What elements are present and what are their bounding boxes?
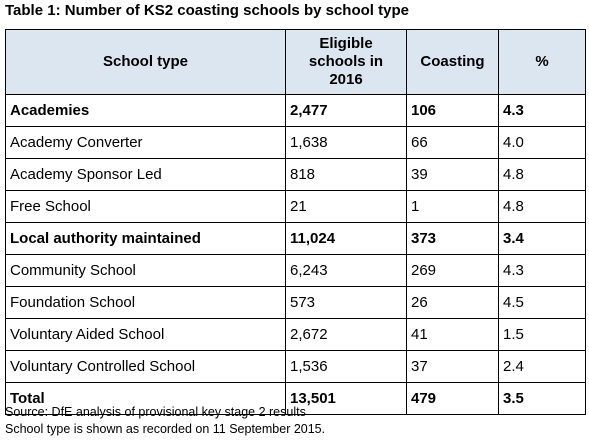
header-eligible-line1: Eligible — [319, 35, 373, 52]
row-coasting: 41 — [406, 318, 499, 351]
row-eligible: 6,243 — [285, 254, 407, 287]
table-row-academy-sponsor-led: Academy Sponsor Led 818 39 4.8 — [5, 158, 586, 191]
table-row-academy-converter: Academy Converter 1,638 66 4.0 — [5, 126, 586, 159]
table-row-foundation-school: Foundation School 573 26 4.5 — [5, 286, 586, 319]
row-label: Voluntary Controlled School — [5, 350, 286, 383]
row-coasting: 373 — [406, 222, 499, 255]
table-row-voluntary-aided-school: Voluntary Aided School 2,672 41 1.5 — [5, 318, 586, 351]
table-caption: Table 1: Number of KS2 coasting schools … — [5, 2, 409, 19]
table-row-community-school: Community School 6,243 269 4.3 — [5, 254, 586, 287]
row-label: Academies — [5, 94, 286, 127]
row-coasting: 39 — [406, 158, 499, 191]
table-header-row: School type Eligible schools in 2016 Coa… — [5, 29, 586, 95]
source-note: Source: DfE analysis of provisional key … — [5, 405, 306, 419]
header-eligible-line3: 2016 — [329, 71, 363, 88]
header-eligible-line2: schools in — [308, 53, 384, 70]
row-coasting: 66 — [406, 126, 499, 159]
header-percent: % — [498, 29, 586, 95]
row-percent: 4.3 — [498, 94, 586, 127]
row-percent: 1.5 — [498, 318, 586, 351]
row-percent: 4.8 — [498, 158, 586, 191]
coasting-schools-table: School type Eligible schools in 2016 Coa… — [5, 29, 586, 415]
row-coasting: 479 — [406, 382, 499, 415]
row-coasting: 269 — [406, 254, 499, 287]
row-eligible: 2,672 — [285, 318, 407, 351]
table-row-voluntary-controlled-school: Voluntary Controlled School 1,536 37 2.4 — [5, 350, 586, 383]
row-percent: 2.4 — [498, 350, 586, 383]
row-label: Free School — [5, 190, 286, 223]
row-coasting: 37 — [406, 350, 499, 383]
row-label: Local authority maintained — [5, 222, 286, 255]
table-row-academies: Academies 2,477 106 4.3 — [5, 94, 586, 127]
row-label: Voluntary Aided School — [5, 318, 286, 351]
table-row-total: Total 13,501 479 3.5 — [5, 382, 586, 415]
row-eligible: 11,024 — [285, 222, 407, 255]
table-row-local-authority-maintained: Local authority maintained 11,024 373 3.… — [5, 222, 586, 255]
row-percent: 4.0 — [498, 126, 586, 159]
row-percent: 4.8 — [498, 190, 586, 223]
row-eligible: 573 — [285, 286, 407, 319]
row-eligible: 1,536 — [285, 350, 407, 383]
row-label: Academy Sponsor Led — [5, 158, 286, 191]
table-footnotes: Source: DfE analysis of provisional key … — [5, 404, 325, 438]
row-coasting: 1 — [406, 190, 499, 223]
header-school-type: School type — [5, 29, 286, 95]
school-type-note: School type is shown as recorded on 11 S… — [5, 422, 326, 436]
row-percent: 4.5 — [498, 286, 586, 319]
row-eligible: 818 — [285, 158, 407, 191]
row-label: Total — [5, 382, 286, 415]
row-eligible: 21 — [285, 190, 407, 223]
row-percent: 3.4 — [498, 222, 586, 255]
row-label: Academy Converter — [5, 126, 286, 159]
row-coasting: 106 — [406, 94, 499, 127]
header-coasting: Coasting — [406, 29, 499, 95]
row-label: Community School — [5, 254, 286, 287]
row-eligible: 1,638 — [285, 126, 407, 159]
row-eligible: 2,477 — [285, 94, 407, 127]
row-label: Foundation School — [5, 286, 286, 319]
header-eligible-schools: Eligible schools in 2016 — [285, 29, 407, 95]
row-percent: 3.5 — [498, 382, 586, 415]
row-eligible: 13,501 — [285, 382, 407, 415]
row-coasting: 26 — [406, 286, 499, 319]
table-row-free-school: Free School 21 1 4.8 — [5, 190, 586, 223]
row-percent: 4.3 — [498, 254, 586, 287]
